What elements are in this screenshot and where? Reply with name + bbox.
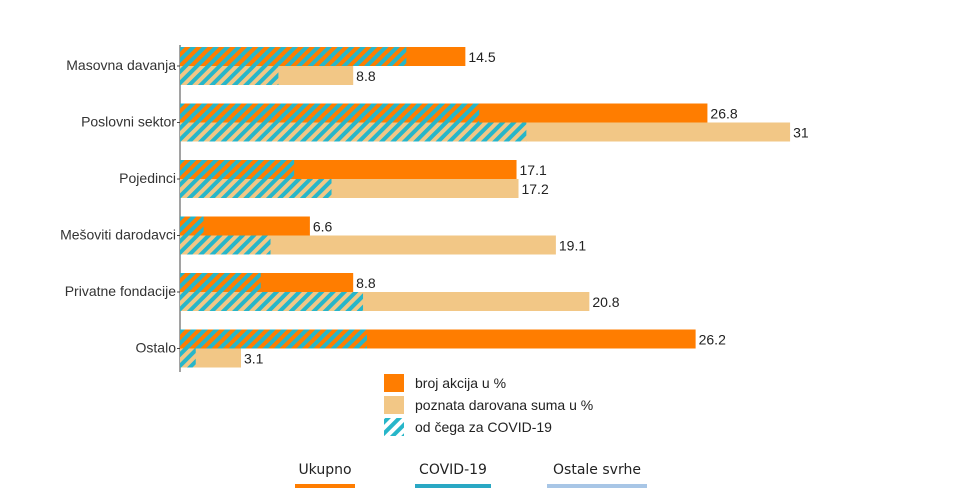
- bar-darovana-suma[interactable]: [180, 235, 556, 255]
- bar-broj-akcija-covid[interactable]: [180, 216, 204, 236]
- data-label: 31: [793, 125, 809, 141]
- category-label: Ostalo: [136, 340, 177, 356]
- bar-darovana-suma-covid[interactable]: [180, 179, 332, 198]
- data-label: 3.1: [244, 351, 264, 367]
- bar-darovana-suma-covid[interactable]: [180, 292, 364, 311]
- tab-ukupno-label: Ukupno: [298, 462, 352, 478]
- legend-broj-akcija-swatch: [384, 374, 404, 392]
- tab-covid-underline: [415, 484, 491, 488]
- legend-darovana-suma-label: poznata darovana suma u %: [415, 397, 593, 413]
- data-label: 14.5: [468, 49, 495, 65]
- chart: Masovna davanja Poslovni sektor Pojedinci M…: [60, 45, 809, 436]
- data-label: 17.2: [521, 181, 548, 197]
- data-label: 20.8: [592, 294, 619, 310]
- data-label: 26.8: [710, 106, 737, 122]
- bar-broj-akcija[interactable]: [180, 216, 310, 236]
- category-label: Mešoviti darodavci: [60, 227, 176, 243]
- category-label: Poslovni sektor: [81, 114, 176, 130]
- bar-darovana-suma-covid[interactable]: [180, 348, 196, 368]
- bar-darovana-suma-covid[interactable]: [180, 235, 271, 255]
- category-label: Pojedinci: [119, 170, 176, 186]
- tab-ostale-svrhe[interactable]: Ostale svrhe: [547, 462, 647, 488]
- category-label: Masovna davanja: [66, 57, 176, 73]
- category-label: Privatne fondacije: [65, 283, 177, 299]
- legend-broj-akcija-label: broj akcija u %: [415, 375, 506, 391]
- tab-ostale-label: Ostale svrhe: [553, 462, 641, 478]
- bar-broj-akcija-covid[interactable]: [180, 47, 407, 66]
- data-label: 6.6: [313, 219, 333, 235]
- tab-ukupno-underline: [295, 484, 355, 488]
- tab-covid[interactable]: COVID-19: [415, 462, 491, 488]
- bar-broj-akcija-covid[interactable]: [180, 160, 295, 179]
- tab-bar: Ukupno COVID-19 Ostale svrhe: [0, 462, 960, 492]
- bar-darovana-suma-covid[interactable]: [180, 122, 527, 142]
- bar-broj-akcija-covid[interactable]: [180, 329, 367, 349]
- tab-covid-label: COVID-19: [419, 462, 487, 478]
- data-label: 26.2: [699, 332, 726, 348]
- legend-darovana-suma-swatch: [384, 396, 404, 414]
- data-label: 19.1: [559, 238, 586, 254]
- bar-darovana-suma-covid[interactable]: [180, 66, 279, 85]
- tab-ostale-underline: [547, 484, 647, 488]
- data-label: 8.8: [356, 68, 376, 84]
- legend-covid-swatch: [384, 418, 404, 436]
- data-label: 17.1: [520, 162, 547, 178]
- bar-broj-akcija-covid[interactable]: [180, 103, 480, 123]
- legend-covid-label: od čega za COVID-19: [415, 419, 552, 435]
- data-label: 8.8: [356, 275, 376, 291]
- bar-broj-akcija-covid[interactable]: [180, 273, 261, 292]
- tab-ukupno[interactable]: Ukupno: [295, 462, 355, 488]
